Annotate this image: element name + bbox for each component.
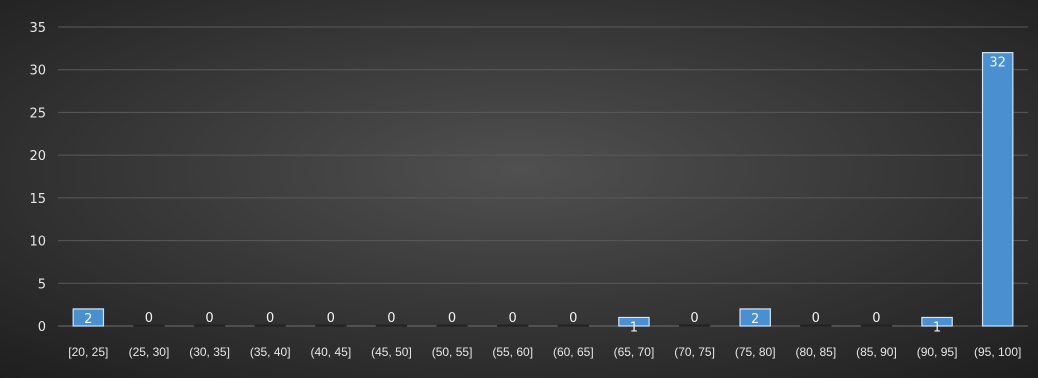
bar	[860, 324, 893, 327]
x-tick-label: (35, 40]	[250, 345, 291, 359]
bar	[254, 324, 286, 327]
y-tick-label: 15	[29, 192, 46, 207]
x-tick-label: (40, 45]	[310, 345, 351, 359]
x-tick-label: (90, 95]	[917, 345, 958, 359]
x-axis-tick-labels: [20, 25] (25, 30] (30, 35] (35, 40] (40, 45]…	[68, 345, 1021, 359]
data-label: 1	[933, 320, 941, 335]
bar	[497, 324, 529, 327]
bar	[193, 324, 226, 327]
data-label: 1	[630, 320, 638, 335]
data-label: 0	[205, 311, 213, 326]
data-label: 2	[84, 312, 92, 327]
x-tick-label: [20, 25]	[68, 345, 108, 359]
y-tick-label: 30	[29, 64, 46, 79]
data-label: 32	[989, 56, 1006, 71]
x-tick-label: (45, 50]	[371, 345, 412, 359]
bar	[133, 324, 165, 327]
bar	[800, 324, 832, 327]
x-tick-label: (50, 55]	[432, 345, 473, 359]
bar	[678, 324, 711, 327]
data-label: 0	[509, 311, 517, 326]
data-label: 0	[266, 311, 274, 326]
data-label: 0	[145, 311, 153, 326]
x-tick-label: (25, 30]	[129, 345, 170, 359]
bars	[72, 52, 1014, 327]
data-label: 0	[812, 311, 820, 326]
data-label: 2	[751, 312, 759, 327]
bar	[375, 324, 408, 327]
bar	[72, 308, 105, 327]
data-label: 0	[872, 311, 880, 326]
x-tick-label: (70, 75]	[674, 345, 715, 359]
y-tick-label: 0	[38, 320, 46, 335]
y-tick-label: 35	[29, 21, 46, 36]
x-tick-label: (80, 85]	[795, 345, 836, 359]
x-tick-label: (65, 70]	[614, 345, 655, 359]
data-label: 0	[327, 311, 335, 326]
data-label: 0	[569, 311, 577, 326]
bar	[618, 316, 650, 327]
bar	[315, 324, 347, 327]
x-tick-label: (30, 35]	[189, 345, 230, 359]
data-label: 0	[448, 311, 456, 326]
bar	[981, 52, 1014, 327]
bar	[436, 324, 468, 327]
y-tick-label: 5	[38, 277, 46, 292]
bar	[921, 316, 953, 327]
data-label: 0	[690, 311, 698, 326]
bar	[557, 324, 589, 327]
y-tick-label: 10	[29, 235, 46, 250]
y-axis-tick-labels: 0 5 10 15 20 25 30 35	[29, 21, 46, 335]
x-tick-label: (95, 100]	[974, 345, 1021, 359]
y-tick-label: 25	[29, 106, 46, 121]
x-tick-label: (60, 65]	[553, 345, 594, 359]
x-tick-label: (85, 90]	[856, 345, 897, 359]
y-tick-label: 20	[29, 149, 46, 164]
data-labels: 2 0 0 0 0 0 0 0 0 1 0 2 0 0 1 32	[84, 56, 1006, 336]
data-label: 0	[387, 311, 395, 326]
bar	[739, 308, 771, 327]
x-tick-label: (55, 60]	[492, 345, 533, 359]
gridlines	[58, 26, 1028, 327]
x-tick-label: (75, 80]	[735, 345, 776, 359]
